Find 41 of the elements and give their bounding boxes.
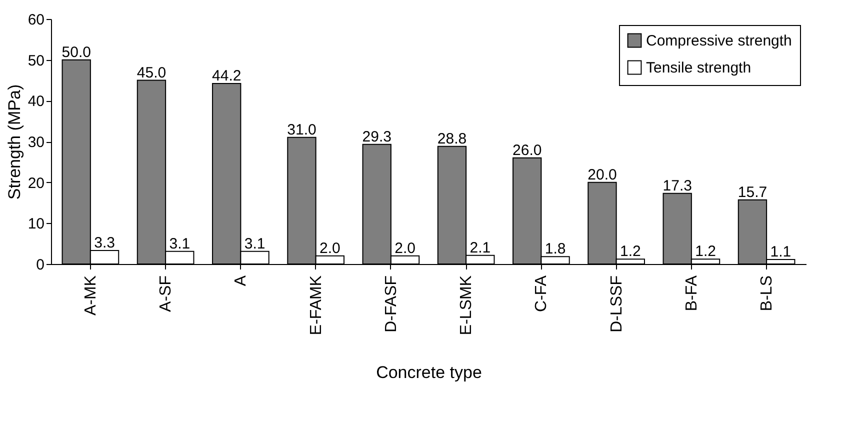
x-tick-label: D-LSSF bbox=[608, 275, 626, 332]
data-label: 2.0 bbox=[319, 240, 340, 257]
data-label: 15.7 bbox=[738, 184, 768, 201]
y-tick-label: 20 bbox=[28, 174, 44, 192]
y-tick-label: 30 bbox=[28, 134, 44, 151]
data-label: 3.1 bbox=[244, 235, 266, 252]
data-label: 20.0 bbox=[588, 166, 617, 184]
y-tick-label: 50 bbox=[28, 52, 44, 70]
x-tick-label: C-FA bbox=[533, 275, 550, 312]
legend-label: Compressive strength bbox=[646, 32, 792, 50]
data-label: 1.2 bbox=[620, 243, 641, 260]
data-label: 2.0 bbox=[394, 240, 416, 257]
x-tick-label: E-LSMK bbox=[458, 275, 476, 336]
y-tick-label: 60 bbox=[28, 12, 44, 28]
x-tick-label: A bbox=[232, 275, 250, 286]
x-tick-label: B-FA bbox=[683, 275, 700, 312]
data-label: 1.1 bbox=[770, 244, 792, 261]
data-label: 1.8 bbox=[544, 240, 566, 258]
x-tick-label: A-SF bbox=[158, 275, 175, 312]
data-label: 2.1 bbox=[470, 239, 491, 256]
data-label: 45.0 bbox=[136, 64, 166, 82]
data-label: 3.3 bbox=[94, 234, 115, 252]
data-label: 29.3 bbox=[362, 128, 392, 146]
data-label: 31.0 bbox=[287, 121, 316, 138]
data-label: 1.2 bbox=[695, 243, 716, 260]
x-tick-label: B-LS bbox=[758, 276, 776, 312]
y-tick-label: 0 bbox=[36, 256, 44, 274]
data-label: 28.8 bbox=[437, 130, 467, 148]
data-label: 44.2 bbox=[212, 68, 242, 85]
y-tick-label: 40 bbox=[28, 93, 44, 110]
data-label: 3.1 bbox=[169, 235, 190, 252]
data-label: 50.0 bbox=[62, 44, 91, 61]
x-tick-label: E-FAMK bbox=[308, 275, 325, 336]
y-axis-title: Strength (MPa) bbox=[4, 84, 24, 200]
x-tick-label: D-FASF bbox=[382, 275, 400, 332]
data-label: 26.0 bbox=[512, 142, 542, 159]
legend-label: Tensile strength bbox=[646, 60, 752, 76]
y-tick-label: 10 bbox=[28, 216, 44, 233]
data-label: 17.3 bbox=[662, 177, 692, 194]
x-axis-title: Concrete type bbox=[376, 363, 482, 382]
x-tick-label: A-MK bbox=[82, 275, 100, 316]
